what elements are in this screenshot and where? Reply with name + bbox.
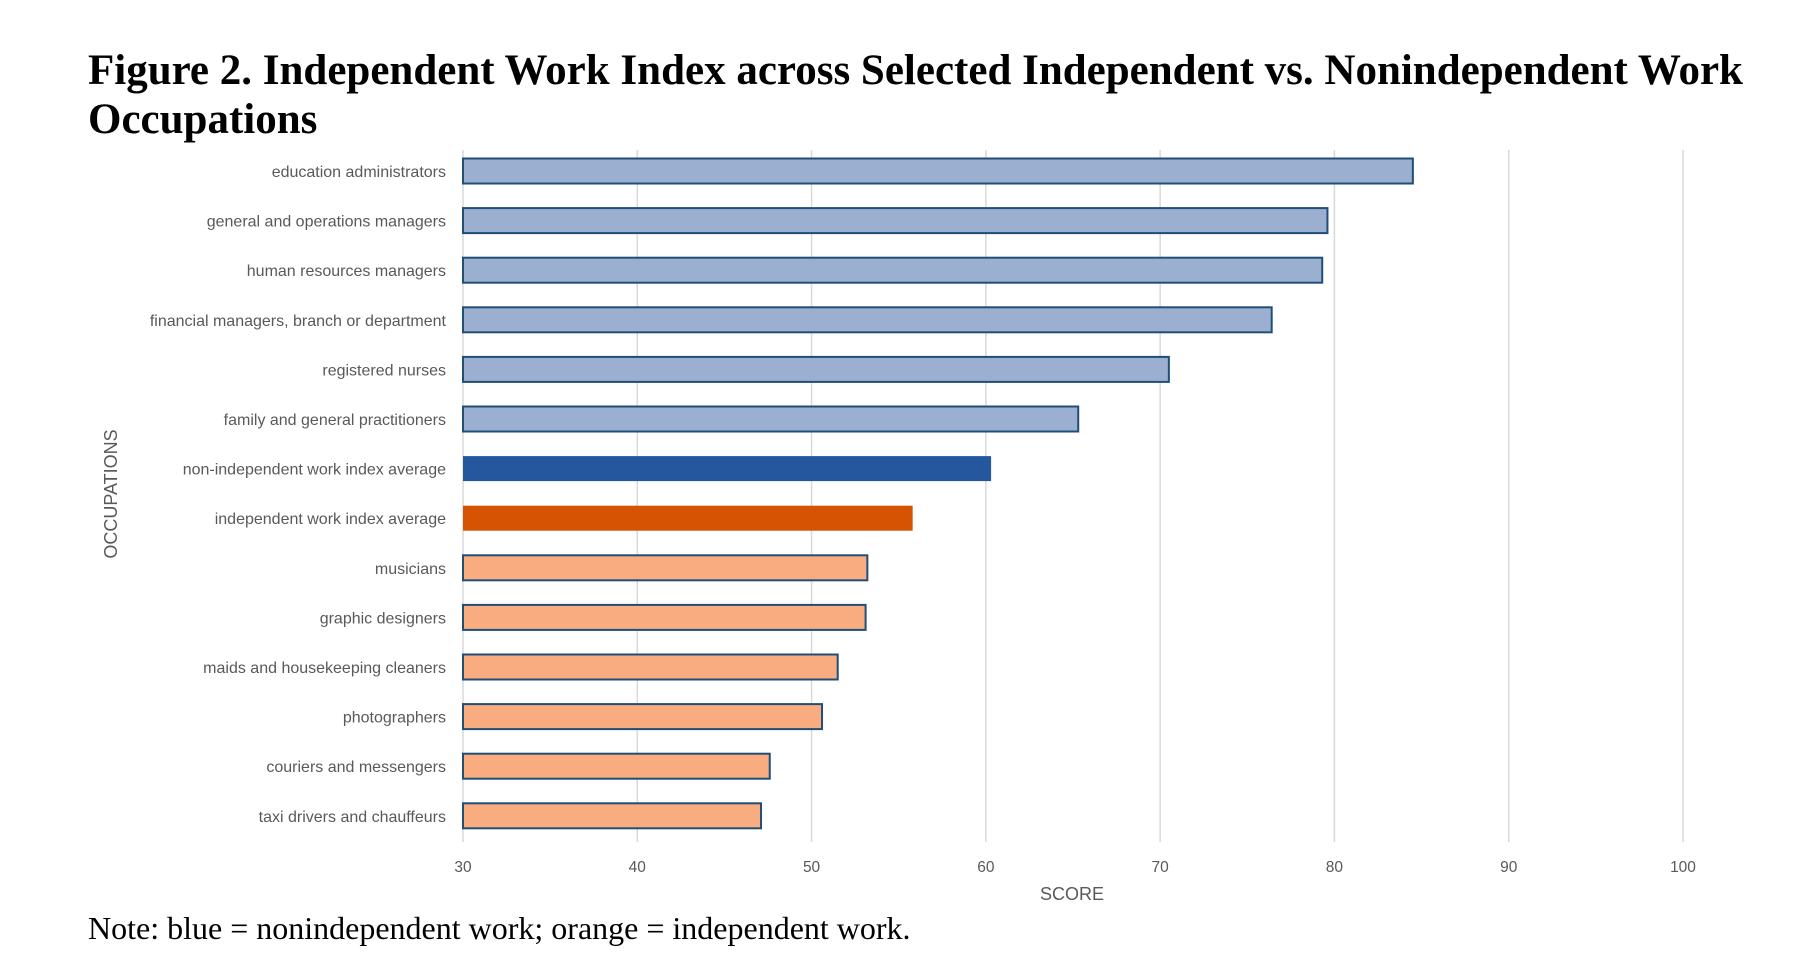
bar-photographers (462, 703, 824, 731)
category-label: education administrators (272, 164, 446, 181)
bar-graphic-designers (462, 603, 867, 631)
category-label: taxi drivers and chauffeurs (259, 809, 446, 826)
x-tick-label: 40 (629, 859, 647, 876)
category-label: independent work index average (215, 511, 446, 528)
category-label: financial managers, branch or department (150, 313, 447, 330)
bar-couriers-and-messengers (462, 752, 771, 780)
gridlines (462, 150, 1684, 842)
bar-non-independent-work-index-average (463, 456, 992, 482)
x-tick-label: 60 (977, 859, 995, 876)
bar-financial-managers-branch-or-department (462, 306, 1273, 334)
category-label: general and operations managers (207, 214, 446, 231)
category-labels: education administrators general and oper… (150, 164, 447, 826)
x-axis-title: SCORE (1040, 884, 1104, 904)
category-label: non-independent work index average (183, 462, 446, 479)
bar-maids-and-housekeeping-cleaners (462, 653, 839, 681)
x-tick-labels: 30 40 50 60 70 80 90 100 (454, 859, 1696, 876)
x-tick-label: 90 (1500, 859, 1518, 876)
bar-human-resources-managers (462, 256, 1324, 284)
bar-musicians (462, 554, 869, 582)
category-label: couriers and messengers (266, 759, 446, 776)
bars (462, 157, 1414, 830)
category-label: graphic designers (320, 610, 446, 627)
x-tick-label: 80 (1326, 859, 1344, 876)
bar-independent-work-index-average (463, 505, 913, 531)
bar-registered-nurses (462, 355, 1170, 383)
bar-education-administrators (462, 157, 1414, 185)
category-label: photographers (343, 710, 446, 727)
bar-general-and-operations-managers (462, 207, 1329, 235)
category-label: musicians (375, 561, 446, 578)
bar-family-and-general-practitioners (462, 405, 1080, 433)
x-tick-label: 50 (803, 859, 821, 876)
x-tick-label: 100 (1670, 859, 1696, 876)
bar-taxi-drivers-and-chauffeurs (462, 802, 763, 830)
category-label: human resources managers (247, 263, 446, 280)
figure-note: Note: blue = nonindependent work; orange… (88, 910, 911, 946)
x-tick-label: 70 (1152, 859, 1170, 876)
category-label: registered nurses (322, 362, 446, 379)
figure-title: Figure 2. Independent Work Index across … (88, 47, 1743, 143)
y-axis-title: OCCUPATIONS (101, 429, 121, 558)
x-tick-label: 30 (454, 859, 472, 876)
category-label: family and general practitioners (224, 412, 446, 429)
category-label: maids and housekeeping cleaners (203, 660, 446, 677)
